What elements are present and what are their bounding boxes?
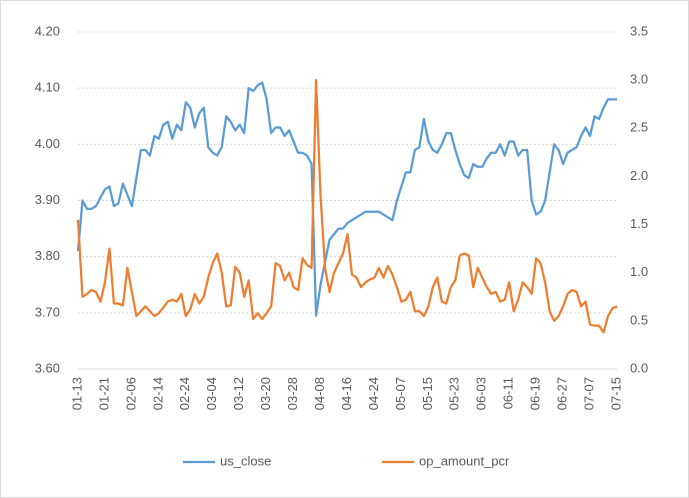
x-tick-label: 05-15 [420,377,435,410]
x-tick-label: 01-13 [69,377,84,410]
legend-label: us_close [220,453,271,468]
y-tick-label: 3.60 [35,360,60,375]
x-tick-label: 03-12 [231,377,246,410]
x-tick-label: 04-16 [339,377,354,410]
x-tick-label: 03-28 [285,377,300,410]
y2-tick-label: 2.0 [630,168,648,183]
y-tick-label: 4.00 [35,136,60,151]
y-tick-label: 4.10 [35,80,60,95]
x-tick-label: 05-07 [393,377,408,410]
y2-tick-label: 0.5 [630,312,648,327]
x-tick-label: 01-21 [96,377,111,410]
y2-tick-label: 3.0 [630,72,648,87]
x-tick-label: 06-11 [501,377,516,409]
series-line [76,81,617,317]
y2-tick-label: 1.0 [630,264,648,279]
y2-tick-label: 3.5 [630,23,648,38]
x-tick-label: 02-14 [150,377,165,410]
x-tick-label: 06-03 [474,377,489,410]
x-tick-label: 04-24 [366,377,381,410]
series-line [76,79,618,334]
y2-tick-label: 0.0 [630,360,648,375]
x-tick-label: 06-27 [555,377,570,410]
x-tick-label: 04-08 [312,377,327,410]
x-tick-label: 02-24 [177,377,192,410]
x-tick-label: 07-15 [608,377,623,410]
legend-label: op_amount_pcr [419,453,510,468]
y-tick-label: 3.90 [35,192,60,207]
x-tick-label: 07-07 [581,377,596,410]
y-tick-label: 3.80 [35,248,60,263]
x-tick-label: 02-06 [123,377,138,410]
x-tick-label: 06-19 [528,377,543,410]
y-tick-label: 3.70 [35,304,60,319]
y2-tick-label: 1.5 [630,216,648,231]
y-tick-label: 4.20 [35,23,60,38]
y2-tick-label: 2.5 [630,120,648,135]
x-tick-label: 03-04 [204,377,219,410]
x-tick-label: 03-20 [258,377,273,410]
x-tick-label: 05-23 [447,377,462,410]
